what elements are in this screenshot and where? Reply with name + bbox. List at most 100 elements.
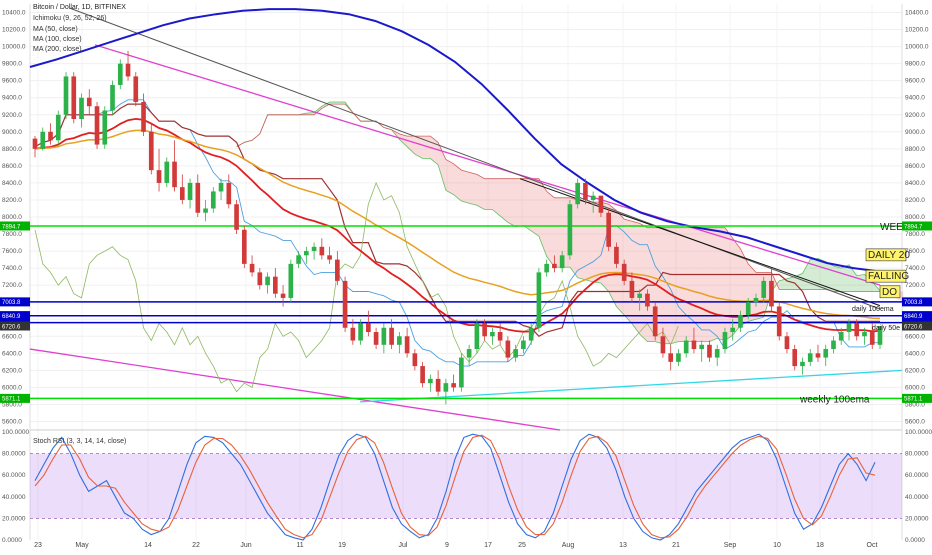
candle-body [800,361,805,367]
ichimoku-span-b [236,103,896,292]
ichimoku-cloud-segment [585,202,594,282]
left-price-tick: 8600.0 [2,163,22,170]
date-tick: 19 [338,542,346,549]
left-price-tick: 9200.0 [2,112,22,119]
candle-body [71,76,77,120]
candle-body [319,246,325,256]
price-badge-label: 5871.1 [2,397,21,403]
candle-body [660,336,666,354]
right-price-tick: 5600.0 [905,418,925,425]
price-badge-left [0,297,30,307]
candle-body [179,187,185,200]
candle-body [854,323,860,337]
candle-body [32,138,38,149]
ichimoku-cloud-segment [732,238,741,336]
annotation-label: weekly 100ema [799,394,870,405]
candle-body [435,378,441,392]
stoch-band [30,453,902,519]
candle-body [195,182,201,213]
price-badge-label: 7003.8 [2,300,21,306]
candle-body [234,204,239,230]
date-tick: 10 [773,542,781,549]
date-tick: Sep [724,542,737,549]
candle-body [249,263,255,273]
right-price-tick: 7400.0 [905,265,925,272]
candle-body [877,326,883,345]
left-price-tick: 6200.0 [2,367,22,374]
ichimoku-lagging-span [34,181,679,393]
candle-body [40,131,46,149]
date-tick: 25 [518,542,526,549]
date-tick: 9 [445,542,449,549]
candle-body [769,280,774,307]
right-price-tick: 9200.0 [905,112,925,119]
candle-body [358,323,363,341]
stoch-right-tick: 40.0000 [905,494,929,501]
legend-ma-200: MA (200, close) [33,46,82,53]
magenta-trendline-upper [94,44,881,286]
candle-body [428,378,433,384]
candle-body [583,182,588,200]
candle-body [869,332,875,345]
ichimoku-cloud-segment [686,227,694,342]
right-price-tick: 7600.0 [905,248,925,255]
date-tick: Oct [867,542,878,549]
annotation-label: daily 50e [872,325,900,332]
ichimoku-cloud-segment [787,276,795,290]
ichimoku-cloud-segment [484,178,493,210]
candle-body [102,110,108,145]
date-tick: 23 [34,542,42,549]
candle-body [722,332,728,350]
candle-body [784,336,790,350]
candle-body [203,208,208,213]
left-price-tick: 9600.0 [2,78,22,85]
candle-body [776,306,782,337]
ichimoku-cloud-segment [538,178,547,257]
candle-body [420,366,425,384]
candle-body [621,263,627,281]
right-price-tick: 6000.0 [905,384,925,391]
ichimoku-cloud-segment [500,178,508,223]
right-price-tick: 7800.0 [905,231,925,238]
price-badge-right [902,311,932,321]
candle-body [48,131,53,141]
candle-body [544,263,549,273]
annotation-label: FALLING [868,271,909,282]
candle-body [265,276,270,286]
price-badge-label: 6720.6 [2,324,21,330]
candle-body [807,353,813,362]
right-price-tick: 8400.0 [905,180,925,187]
candle-body [210,191,216,209]
candle-body [637,293,643,298]
candle-body [474,323,480,350]
annotation-box [865,269,907,283]
candle-body [459,357,464,388]
candle-body [846,323,852,333]
candle-body [156,170,162,183]
left-price-tick: 6400.0 [2,350,22,357]
right-price-tick: 9800.0 [905,61,925,68]
annotation-label: daily 100ema [852,306,894,313]
left-price-tick: 10200.0 [2,27,26,34]
black-trendline [519,178,881,307]
ichimoku-cloud-segment [414,136,423,159]
left-price-tick: 6000.0 [2,384,22,391]
candle-body [513,349,518,358]
candle-body [691,340,697,350]
candle-body [241,229,247,264]
candle-body [288,263,294,298]
ichimoku-cloud-segment [531,178,539,237]
left-price-tick: 7200.0 [2,282,22,289]
left-price-tick: 7600.0 [2,248,22,255]
date-tick: 13 [619,542,627,549]
price-badge-right [902,321,932,331]
ichimoku-cloud-segment [461,170,470,204]
date-tick: 22 [192,542,200,549]
candle-body [823,349,829,358]
price-badge-label: 7003.8 [904,300,923,306]
candle-body [397,336,402,345]
price-badge-left [0,221,30,231]
annotation-box [865,248,907,262]
